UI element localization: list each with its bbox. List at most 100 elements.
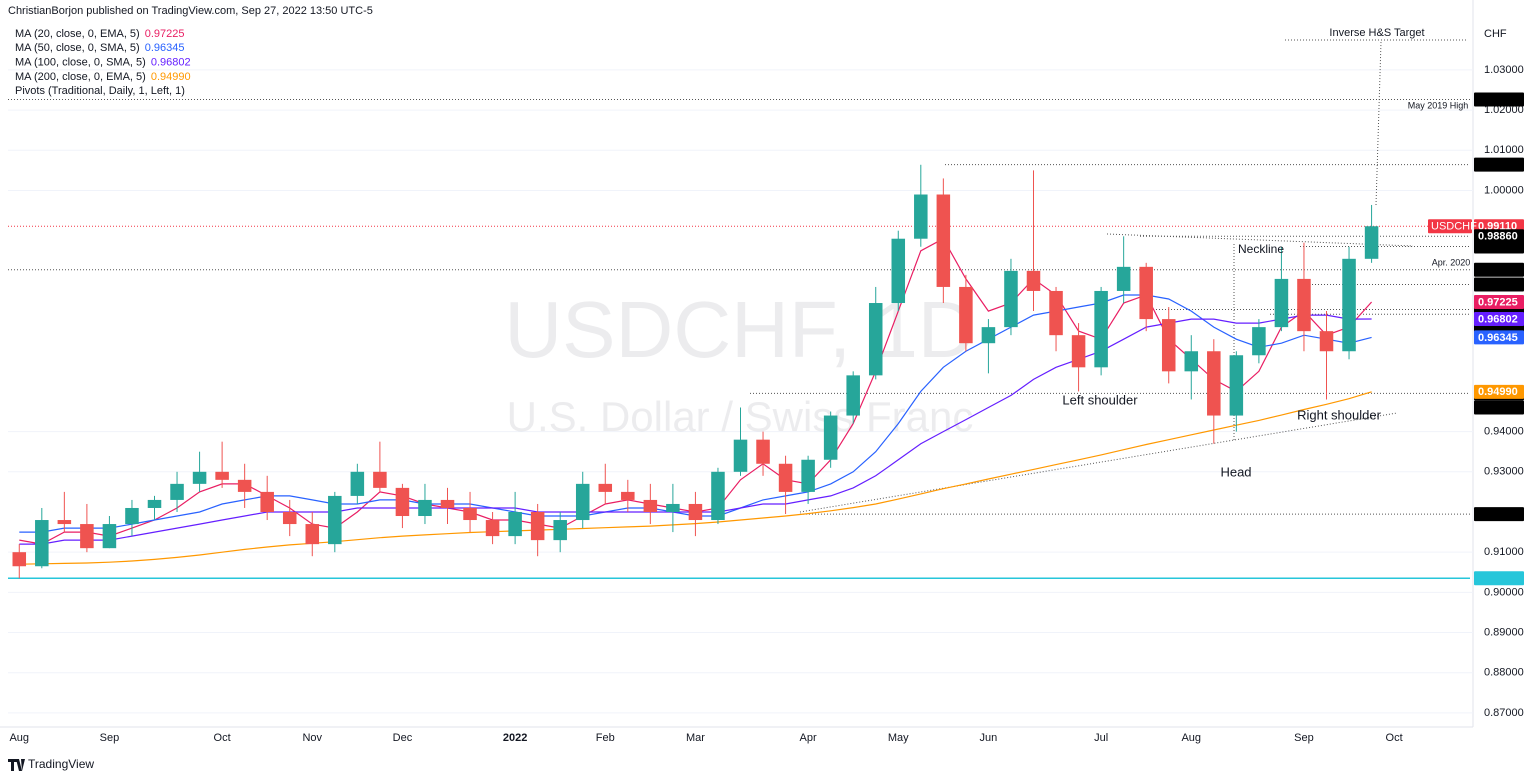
legend-value: 0.94990: [151, 71, 191, 83]
candle-body: [282, 511, 297, 525]
candle-body: [1319, 331, 1334, 352]
candle-body: [959, 286, 973, 344]
support-trendline: [799, 412, 1398, 513]
currency: CHF: [1484, 28, 1507, 40]
candle-body: [328, 495, 342, 545]
y-tick-label: 0.94000: [1484, 426, 1524, 438]
author-line: ChristianBorjon published on TradingView…: [8, 5, 373, 17]
y-tick-label: 0.89000: [1484, 626, 1524, 638]
candle-body: [621, 491, 635, 500]
price-badge: [1474, 277, 1524, 292]
x-tick-label: May: [888, 732, 909, 744]
candle-body: [350, 471, 365, 496]
ma-badge-text: 0.96802: [1478, 313, 1518, 325]
target-projection: [1375, 41, 1382, 206]
y-tick-label: 0.88000: [1484, 667, 1524, 679]
x-tick-label: Apr: [800, 732, 817, 744]
ma-badge: [1474, 330, 1524, 345]
candle-body: [192, 471, 207, 484]
x-tick-label: Nov: [302, 732, 322, 744]
candle-body: [553, 520, 567, 541]
y-tick-label: 1.02000: [1484, 104, 1524, 116]
candle-body: [1139, 266, 1153, 320]
candle-body: [801, 459, 815, 492]
candle-body: [823, 415, 838, 460]
legend-value: 0.96802: [151, 57, 191, 69]
candle-body: [1229, 355, 1244, 416]
x-tick-label: Aug: [9, 732, 29, 744]
candle-body: [1026, 270, 1041, 291]
candle-body: [485, 520, 500, 537]
candle-body: [643, 499, 658, 512]
candle-body: [125, 507, 139, 525]
candle-body: [1364, 226, 1379, 259]
ma-badge-text: 0.96345: [1478, 332, 1518, 344]
legend-name: MA (20, close, 0, EMA, 5): [15, 28, 140, 40]
candle-body: [1161, 319, 1176, 372]
candle-body: [1342, 258, 1356, 352]
candle-body: [1094, 290, 1108, 368]
candle-body: [1004, 270, 1018, 328]
candle-body: [575, 483, 590, 521]
price-badge: [1474, 157, 1524, 172]
x-tick-label: Oct: [1386, 732, 1403, 744]
price-badge: [1474, 239, 1524, 254]
legend-value: 0.97225: [145, 28, 185, 40]
annotation: Right shoulder: [1297, 407, 1381, 422]
y-tick-label: 0.87000: [1484, 707, 1524, 719]
candle-body: [756, 439, 770, 464]
x-tick-label: Mar: [686, 732, 705, 744]
candle-body: [868, 303, 883, 376]
legend-name: MA (200, close, 0, EMA, 5): [15, 71, 146, 83]
candle-body: [373, 471, 387, 488]
y-tick-label: 0.90000: [1484, 586, 1524, 598]
candles: [12, 164, 1379, 579]
ma-badge-text: 0.97225: [1478, 296, 1518, 308]
x-tick-label: 2022: [503, 732, 527, 744]
candle-body: [1297, 278, 1311, 332]
x-tick-label: Jun: [980, 732, 998, 744]
annotation: Left shoulder: [1062, 392, 1138, 407]
candle-body: [102, 524, 117, 549]
x-tick-label: Oct: [214, 732, 231, 744]
candle-body: [1274, 278, 1289, 328]
candle-body: [80, 524, 94, 549]
legend-name: MA (100, close, 0, SMA, 5): [15, 57, 146, 69]
candle-body: [237, 479, 252, 492]
annotation: Apr. 2020: [1432, 257, 1471, 267]
candle-body: [1252, 327, 1266, 356]
ma-badge: [1474, 295, 1524, 310]
legend-name: MA (50, close, 0, SMA, 5): [15, 42, 140, 54]
candle-body: [440, 499, 455, 508]
x-tick-label: Dec: [393, 732, 413, 744]
candle-body: [463, 507, 477, 521]
candle-body: [1071, 335, 1086, 368]
annotation: Head: [1220, 464, 1251, 479]
x-tick-label: Sep: [1294, 732, 1314, 744]
candle-body: [508, 511, 522, 537]
x-tick-label: Feb: [596, 732, 615, 744]
candle-body: [1049, 290, 1063, 336]
grid: [8, 69, 1473, 714]
logo: [8, 759, 25, 771]
x-tick-label: Jul: [1094, 732, 1108, 744]
y-tick-label: 1.01000: [1484, 144, 1524, 156]
candle-body: [733, 439, 748, 472]
legend-value: 0.96345: [145, 42, 185, 54]
brand: TradingView: [28, 757, 94, 771]
candle-body: [418, 499, 432, 517]
symbol-badge-text: USDCHF: [1431, 221, 1477, 233]
price-badge: [1474, 92, 1524, 107]
candle-body: [936, 194, 951, 287]
annotation: May 2019 High: [1408, 100, 1469, 110]
x-tick-label: Sep: [100, 732, 120, 744]
candle-body: [215, 471, 229, 480]
y-tick-label: 1.03000: [1484, 64, 1524, 76]
candle-body: [395, 487, 410, 517]
price-badge: [1474, 400, 1524, 415]
candle-body: [57, 520, 72, 525]
candle-body: [598, 483, 613, 492]
